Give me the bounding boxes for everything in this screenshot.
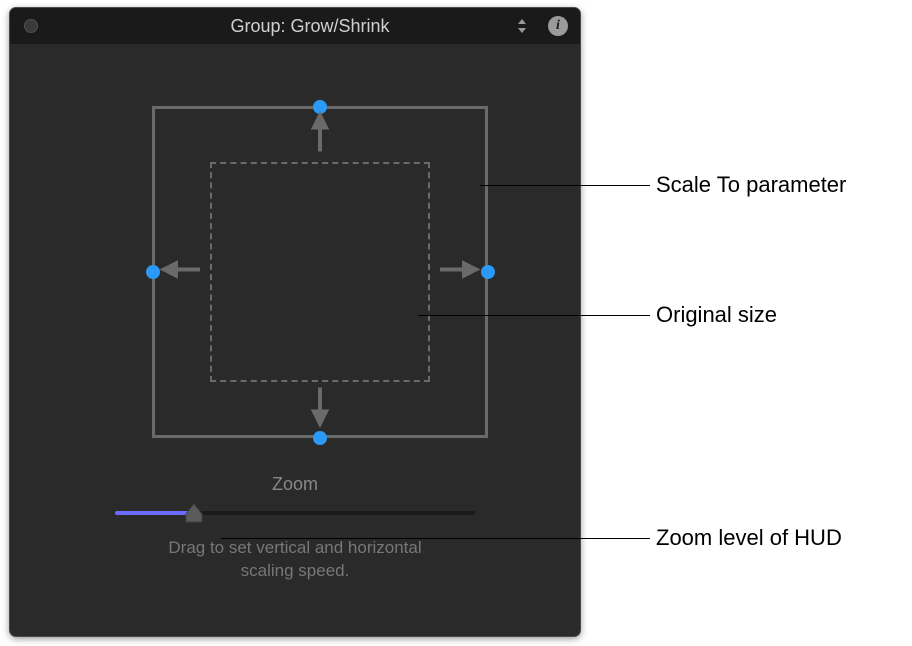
callout-label: Original size	[656, 302, 777, 328]
callout-zoom: Zoom level of HUD	[221, 525, 842, 551]
zoom-label: Zoom	[10, 474, 580, 495]
scale-arrow-right	[438, 250, 478, 295]
slider-track-active	[115, 511, 194, 515]
scale-canvas[interactable]	[10, 44, 580, 474]
scale-handle-left[interactable]	[146, 265, 160, 279]
close-dot[interactable]	[24, 19, 38, 33]
callout-scale_to: Scale To parameter	[480, 172, 846, 198]
scale-handle-bottom[interactable]	[313, 431, 327, 445]
callout-original: Original size	[418, 302, 777, 328]
hud-title: Group: Grow/Shrink	[10, 16, 580, 37]
stepper-icon[interactable]	[516, 18, 528, 34]
scale-arrow-left	[162, 250, 202, 295]
callout-label: Zoom level of HUD	[656, 525, 842, 551]
scale-handle-right[interactable]	[481, 265, 495, 279]
original-size-rect	[210, 162, 430, 382]
hint-line-2: scaling speed.	[241, 561, 350, 580]
hud-header: Group: Grow/Shrink i	[10, 8, 580, 44]
info-icon[interactable]: i	[548, 16, 568, 36]
slider-track-inactive	[194, 511, 475, 515]
zoom-slider[interactable]	[115, 503, 475, 523]
callout-label: Scale To parameter	[656, 172, 846, 198]
scale-arrow-up	[300, 114, 340, 159]
scale-arrow-down	[300, 386, 340, 431]
